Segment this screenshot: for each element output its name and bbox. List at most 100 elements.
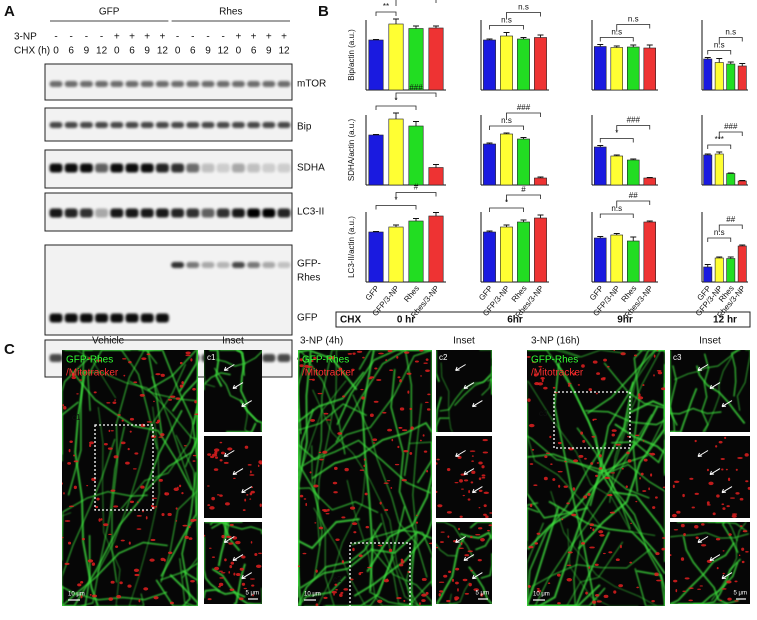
mitochondria <box>403 599 406 602</box>
neurite <box>298 350 320 500</box>
mitochondria <box>80 595 83 599</box>
micrograph <box>670 436 750 518</box>
time-label: 6 <box>68 46 74 57</box>
mitochondria <box>128 541 131 545</box>
mitochondria <box>653 374 655 377</box>
blot-band <box>231 163 245 173</box>
error-bar <box>727 61 734 64</box>
blot-band <box>79 163 93 173</box>
mitochondria <box>424 401 429 403</box>
neurite <box>62 438 116 606</box>
mitochondria <box>219 577 224 579</box>
neurite <box>298 518 360 587</box>
mitochondria <box>100 518 103 521</box>
mitochondria <box>460 542 463 546</box>
mitochondria <box>527 355 531 358</box>
blot-band <box>79 313 93 323</box>
mitochondria <box>185 351 191 355</box>
neurite <box>670 387 698 432</box>
mitochondria <box>715 445 718 448</box>
significance-bracket <box>395 192 437 200</box>
neurite <box>695 365 746 424</box>
mitochondria <box>164 492 170 496</box>
mitochondria <box>175 397 181 400</box>
blot-band <box>262 262 276 268</box>
blot-band <box>125 122 139 128</box>
neurite <box>480 553 492 579</box>
mitochondria <box>415 521 419 524</box>
mitochondria <box>473 588 479 592</box>
mitochondria <box>602 552 606 555</box>
mitochondria <box>567 551 573 554</box>
mitochondria <box>537 382 543 386</box>
mitochondria <box>538 365 543 368</box>
neurite <box>298 403 367 469</box>
mitochondria <box>88 441 95 445</box>
arrow <box>241 572 252 580</box>
mitochondria <box>73 485 77 490</box>
mitochondria <box>325 513 330 515</box>
mitochondria <box>238 597 244 601</box>
chx-time: 12 hr <box>713 315 737 326</box>
scale-label: 10 μm <box>304 592 321 598</box>
time-label: 9 <box>144 46 150 57</box>
treatment-mark: + <box>235 32 241 43</box>
mitochondria <box>580 431 584 435</box>
mitochondria <box>629 561 633 564</box>
bar <box>534 217 547 283</box>
bar <box>610 47 623 91</box>
mitochondria <box>359 571 364 574</box>
blot-band <box>262 354 276 362</box>
neurite <box>325 506 406 606</box>
x-tick-label: GFP <box>364 284 381 302</box>
mitochondria <box>563 485 568 488</box>
mitochondria <box>362 356 365 359</box>
image-group <box>62 350 198 606</box>
mitochondria <box>322 450 328 454</box>
significance-label: n.s <box>714 228 725 237</box>
neurite <box>534 414 653 606</box>
mitochondria <box>244 498 247 502</box>
bar <box>737 180 747 186</box>
image-group <box>204 350 262 432</box>
blot-band <box>247 81 261 87</box>
neurite <box>715 522 739 554</box>
mitochondria <box>720 457 725 460</box>
time-label: 6 <box>190 46 196 57</box>
mitochondria <box>409 451 413 455</box>
mitochondria <box>363 464 366 467</box>
bar <box>703 154 713 186</box>
neurite <box>171 350 198 412</box>
significance-bracket <box>616 200 651 208</box>
bar <box>703 58 713 91</box>
error-bar <box>413 121 419 126</box>
blot-band <box>64 163 78 173</box>
protein-label: GFP <box>297 313 318 324</box>
mitochondria <box>220 451 225 455</box>
mitochondria <box>741 547 745 551</box>
mitochondria <box>661 387 665 391</box>
blot-band <box>186 262 200 268</box>
mitochondria <box>726 505 730 508</box>
y-axis-label: LC3-II/actin (a.u.) <box>347 216 356 278</box>
arrow <box>471 486 483 494</box>
blot-band <box>140 163 154 173</box>
mitochondria <box>585 591 588 595</box>
error-bar <box>486 230 493 232</box>
arrow <box>455 536 466 543</box>
neurite <box>298 522 383 606</box>
mitochondria <box>157 419 161 423</box>
neurite <box>436 350 440 383</box>
mitochondria <box>469 450 476 452</box>
error-bar <box>597 145 604 147</box>
mitochondria <box>397 445 400 449</box>
blot-band <box>125 81 139 87</box>
mitochondria <box>249 474 255 476</box>
arrow <box>223 364 235 371</box>
mitochondria <box>531 448 535 451</box>
image-title: 3-NP (4h) <box>300 336 343 347</box>
mitochondria <box>175 507 178 510</box>
mitochondria <box>436 462 438 465</box>
bar <box>643 177 656 186</box>
mitochondria <box>739 525 743 528</box>
